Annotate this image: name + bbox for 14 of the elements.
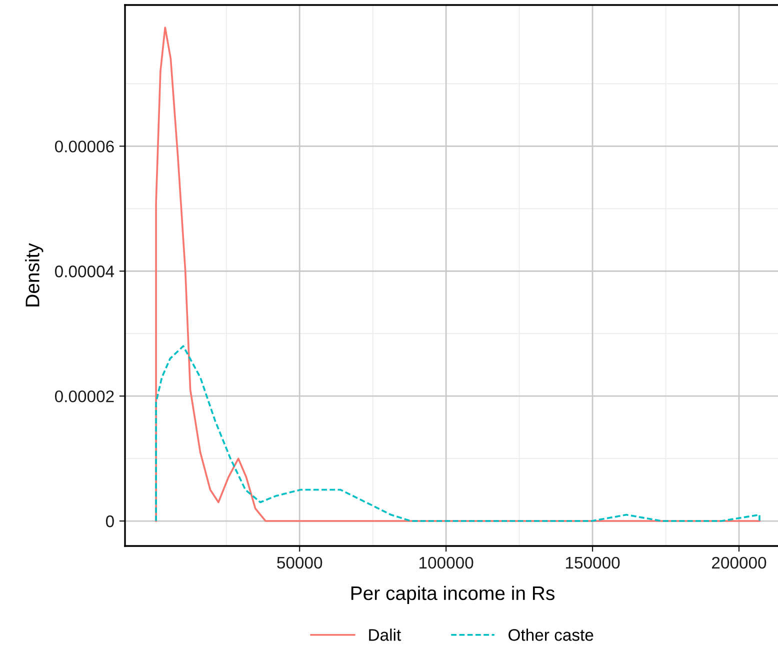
line-series (155, 26, 760, 522)
y-axis-title: Density (25, 243, 44, 306)
line-series (155, 345, 760, 522)
x-tick-label: 200000 (712, 556, 766, 569)
x-tick-label: 50000 (277, 556, 322, 569)
y-tick-label: 0.00004 (54, 266, 114, 278)
x-tick-label: 100000 (420, 556, 474, 569)
legend-label: Other caste (508, 628, 594, 641)
y-tick-label: 0.00002 (54, 390, 114, 402)
legend-label: Dalit (369, 628, 401, 641)
x-axis-title: Per capita income in Rs (351, 586, 554, 604)
x-tick-label: 150000 (566, 556, 620, 569)
y-tick-label: 0.00006 (54, 140, 114, 152)
y-tick-label: 0 (106, 515, 114, 528)
